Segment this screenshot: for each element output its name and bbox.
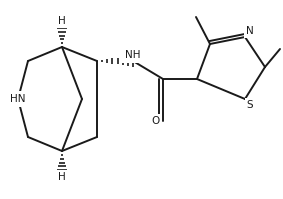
Text: HN: HN <box>10 94 26 104</box>
Text: O: O <box>151 116 159 126</box>
Text: N: N <box>246 26 254 36</box>
Text: H: H <box>58 16 66 26</box>
Text: NH: NH <box>125 50 141 60</box>
Text: H: H <box>58 172 66 182</box>
Text: S: S <box>247 100 253 110</box>
